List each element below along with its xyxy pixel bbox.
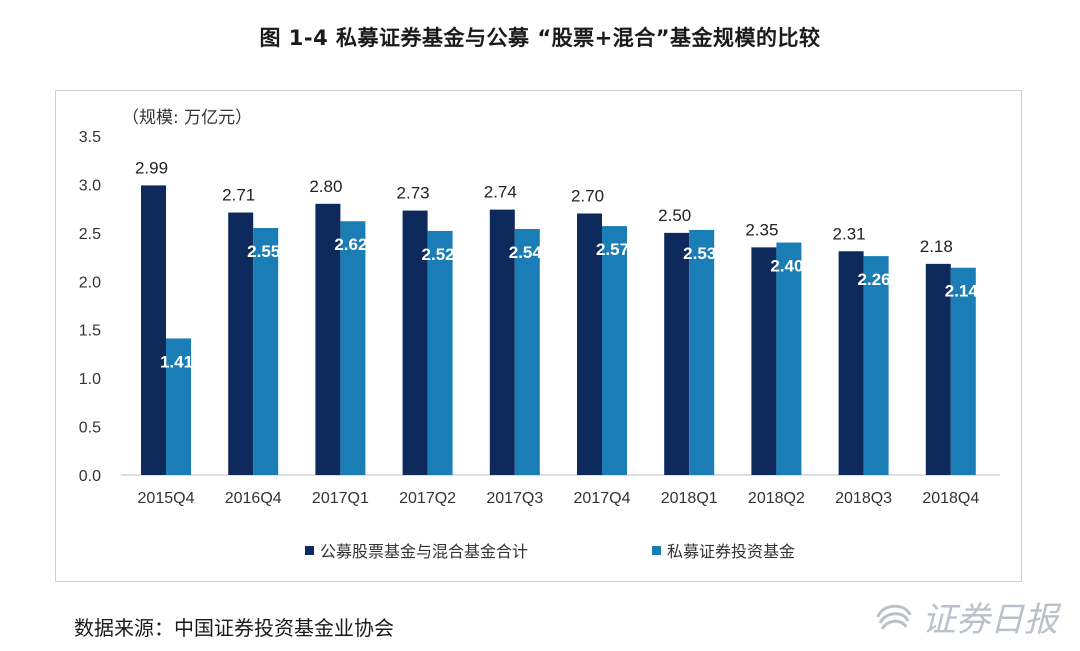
x-tick-label: 2018Q4: [922, 490, 979, 507]
bar-private: [689, 229, 715, 475]
data-label-private: 2.53: [683, 244, 716, 263]
data-label-public: 2.80: [309, 177, 342, 196]
bar-private: [253, 228, 279, 475]
data-label-private: 1.41: [160, 352, 193, 371]
data-label-public: 2.99: [135, 158, 168, 177]
figure-title: 图 1-4 私募证券基金与公募 “股票+混合”基金规模的比较: [259, 26, 821, 50]
y-tick-label: 1.0: [79, 371, 101, 388]
watermark: 证券日报: [872, 592, 1058, 641]
y-tick-label: 1.5: [79, 323, 101, 340]
x-tick-label: 2016Q4: [225, 490, 282, 507]
data-label-public: 2.73: [397, 184, 430, 203]
data-label-private: 2.57: [596, 240, 629, 259]
bar-public: [315, 203, 341, 476]
bar-private: [602, 226, 627, 475]
bar-private: [863, 256, 889, 475]
bar-public: [402, 210, 428, 475]
x-tick-label: 2018Q1: [661, 490, 718, 507]
bar-private: [776, 242, 802, 475]
y-tick-label: 3.0: [79, 177, 101, 194]
x-tick-label: 2017Q3: [486, 490, 543, 507]
watermark-text: 证券日报: [922, 600, 1058, 640]
bar-public: [228, 212, 254, 475]
data-label-public: 2.50: [658, 206, 691, 225]
bar-private: [427, 230, 453, 475]
bar-public: [838, 251, 864, 475]
bar-public: [664, 232, 690, 475]
bar-public: [141, 185, 166, 475]
legend-label-public: 公募股票基金与混合基金合计: [320, 542, 529, 561]
y-tick-label: 0.5: [79, 420, 101, 437]
bar-public: [751, 247, 777, 475]
data-label-private: 2.62: [334, 235, 367, 254]
x-tick-label: 2017Q1: [312, 490, 369, 507]
legend-swatch-private: [652, 545, 661, 555]
data-label-private: 2.54: [509, 243, 543, 262]
y-unit-label: （规模: 万亿元）: [122, 108, 253, 128]
legend-item-public: 公募股票基金与混合基金合计: [305, 538, 528, 562]
data-label-public: 2.70: [571, 186, 604, 205]
bar-public: [577, 213, 602, 475]
x-tick-label: 2017Q4: [574, 490, 631, 507]
data-label-public: 2.18: [920, 237, 953, 256]
y-tick-label: 2.5: [79, 226, 101, 243]
data-label-public: 2.31: [833, 224, 866, 243]
y-tick-label: 3.5: [79, 129, 101, 146]
x-tick-label: 2018Q2: [748, 490, 805, 507]
x-tick-label: 2018Q3: [835, 490, 892, 507]
bar-public: [925, 263, 951, 475]
x-tick-label: 2015Q4: [138, 490, 195, 507]
x-tick-label: 2017Q2: [399, 490, 456, 507]
bar-private: [166, 338, 191, 475]
y-tick-label: 0.0: [79, 468, 101, 485]
data-label-public: 2.35: [745, 220, 778, 239]
data-label-private: 2.14: [945, 282, 979, 301]
swirl-logo-icon: [876, 604, 912, 630]
data-label-public: 2.71: [222, 186, 255, 205]
legend-swatch-public: [305, 545, 314, 555]
data-label-private: 2.26: [858, 270, 891, 289]
y-tick-label: 2.0: [79, 274, 101, 291]
data-label-public: 2.74: [484, 183, 517, 202]
data-label-private: 2.40: [770, 257, 803, 276]
data-label-private: 2.55: [247, 242, 280, 261]
bar-private: [340, 221, 366, 475]
legend-label-private: 私募证券投资基金: [667, 542, 796, 561]
bar-private: [950, 267, 976, 475]
bar-private: [514, 228, 540, 475]
data-label-private: 2.52: [422, 245, 455, 264]
legend-item-private: 私募证券投资基金: [652, 538, 795, 562]
data-source: 数据来源：中国证券投资基金业协会: [74, 616, 394, 640]
bar-public: [489, 209, 515, 475]
